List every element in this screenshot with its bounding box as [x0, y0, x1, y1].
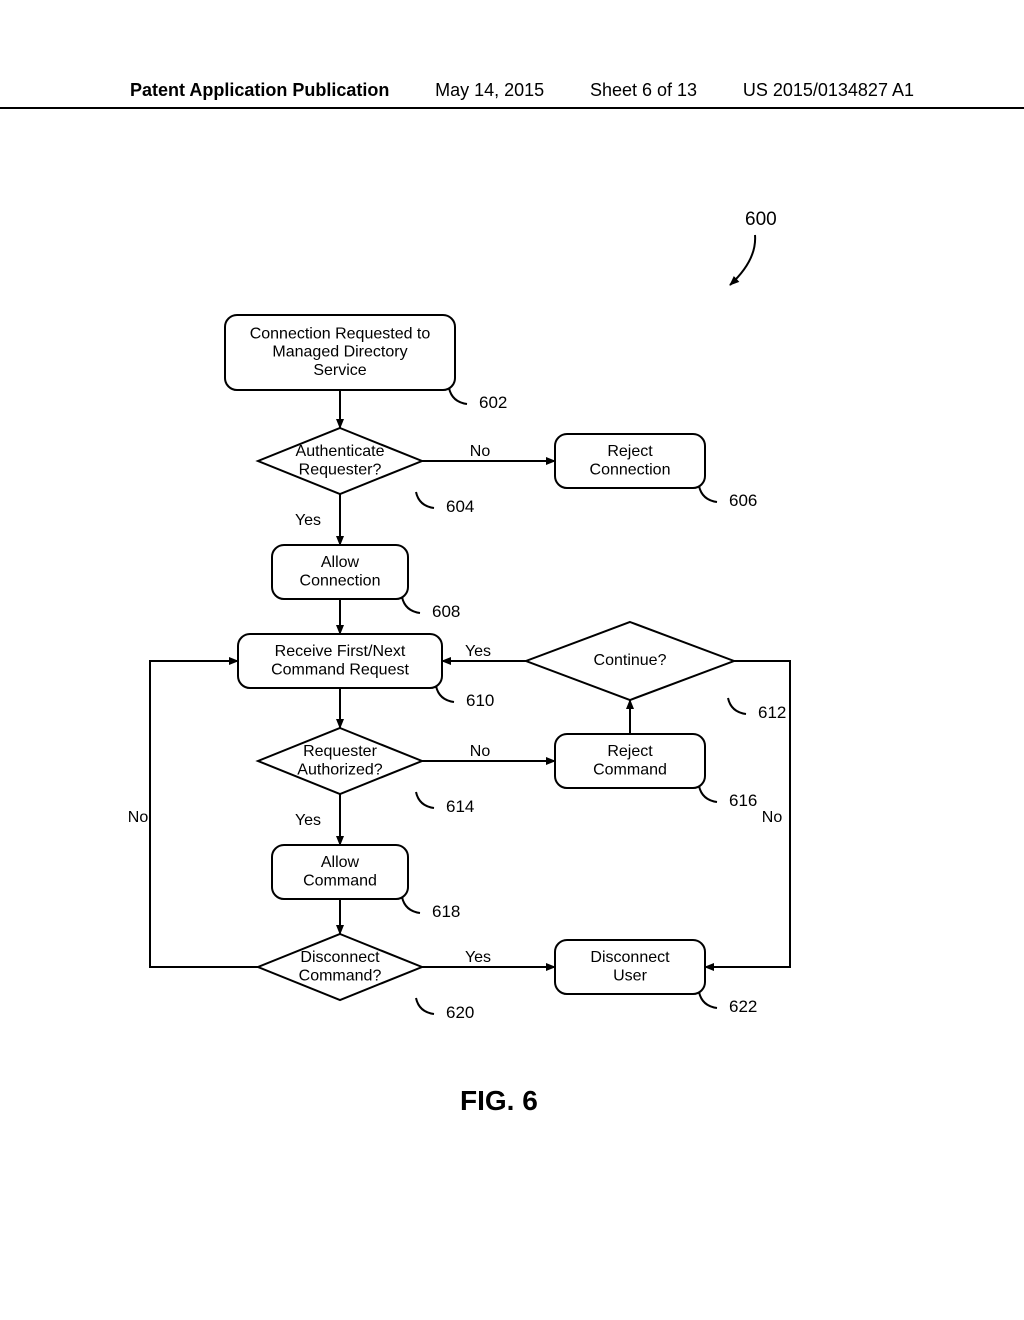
svg-text:Command?: Command?: [299, 967, 382, 984]
svg-text:Allow: Allow: [321, 854, 360, 871]
svg-text:Command Request: Command Request: [271, 661, 409, 678]
n602-ref: 602: [449, 388, 507, 412]
flowchart-diagram: Connection Requested to Managed Directory…: [0, 0, 1024, 1320]
svg-text:Connection Requested to: Connection Requested to: [250, 325, 431, 342]
svg-text:Command: Command: [593, 761, 667, 778]
svg-text:610: 610: [466, 691, 494, 710]
svg-text:Reject: Reject: [607, 443, 653, 460]
n614-ref: 614: [416, 792, 474, 816]
svg-text:Continue?: Continue?: [594, 652, 667, 669]
figure-caption: FIG. 6: [460, 1085, 538, 1117]
svg-text:Receive First/Next: Receive First/Next: [275, 643, 406, 660]
n602: Connection Requested to Managed Directory…: [225, 315, 455, 390]
svg-text:Requester: Requester: [303, 743, 377, 760]
overall-ref-label: 600: [745, 209, 777, 230]
svg-text:Disconnect: Disconnect: [590, 949, 670, 966]
n616-ref: 616: [699, 786, 757, 810]
svg-text:604: 604: [446, 497, 474, 516]
edge-label: Yes: [465, 643, 491, 660]
edge-n620-n610: [150, 661, 258, 967]
n608: AllowConnection: [272, 545, 408, 599]
svg-text:Command: Command: [303, 872, 377, 889]
edge-label: No: [762, 809, 783, 826]
page: Patent Application Publication May 14, 2…: [0, 0, 1024, 1320]
svg-text:Disconnect: Disconnect: [300, 949, 380, 966]
edge-label: No: [470, 743, 491, 760]
edge-label: Yes: [295, 512, 321, 529]
edge-label: No: [470, 443, 491, 460]
svg-text:Requester?: Requester?: [299, 461, 382, 478]
edge-label: No: [128, 809, 149, 826]
n610: Receive First/NextCommand Request: [238, 634, 442, 688]
svg-text:Authenticate: Authenticate: [296, 443, 385, 460]
n606-ref: 606: [699, 486, 757, 510]
svg-text:618: 618: [432, 902, 460, 921]
n622: DisconnectUser: [555, 940, 705, 994]
svg-text:Allow: Allow: [321, 554, 360, 571]
svg-text:614: 614: [446, 797, 474, 816]
svg-text:Service: Service: [313, 362, 366, 379]
svg-text:Managed Directory: Managed Directory: [272, 344, 407, 361]
svg-text:Authorized?: Authorized?: [297, 761, 382, 778]
svg-text:612: 612: [758, 703, 786, 722]
n608-ref: 608: [402, 597, 460, 621]
svg-text:616: 616: [729, 791, 757, 810]
n610-ref: 610: [436, 686, 494, 710]
svg-text:602: 602: [479, 393, 507, 412]
n620: DisconnectCommand?: [258, 934, 422, 1000]
n606: RejectConnection: [555, 434, 705, 488]
n612: Continue?: [526, 622, 734, 700]
svg-text:User: User: [613, 967, 647, 984]
svg-text:622: 622: [729, 997, 757, 1016]
svg-text:Connection: Connection: [300, 572, 381, 589]
n612-ref: 612: [728, 698, 786, 722]
overall-arrow: [730, 235, 755, 285]
svg-text:608: 608: [432, 602, 460, 621]
svg-text:Connection: Connection: [590, 461, 671, 478]
edge-label: Yes: [465, 949, 491, 966]
n604-ref: 604: [416, 492, 474, 516]
svg-text:Reject: Reject: [607, 743, 653, 760]
n616: RejectCommand: [555, 734, 705, 788]
n614: RequesterAuthorized?: [258, 728, 422, 794]
n620-ref: 620: [416, 998, 474, 1022]
n622-ref: 622: [699, 992, 757, 1016]
svg-text:620: 620: [446, 1003, 474, 1022]
n604: AuthenticateRequester?: [258, 428, 422, 494]
edge-label: Yes: [295, 812, 321, 829]
svg-text:606: 606: [729, 491, 757, 510]
n618: AllowCommand: [272, 845, 408, 899]
n618-ref: 618: [402, 897, 460, 921]
